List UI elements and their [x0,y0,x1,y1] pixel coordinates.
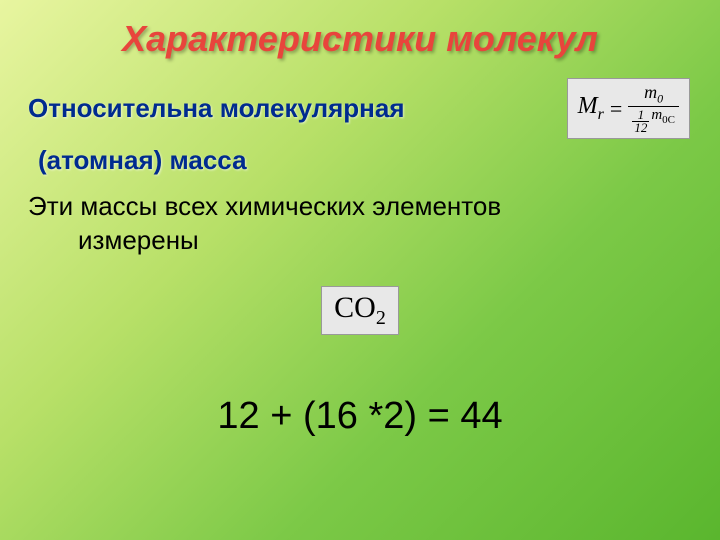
molecule-box: CO2 [321,286,399,335]
equation: 12 + (16 *2) = 44 [0,395,720,438]
formula-fraction: m0 1 12 m0C [628,83,679,134]
molecule-wrap: CO2 [0,286,720,335]
formula-eq: = [610,96,622,122]
subtitle-line2: (атомная) масса [0,145,720,176]
body-line1: Эти массы всех химических элементов [28,191,501,221]
fraction-numerator: m0 [640,83,667,106]
slide-title: Характеристики молекул [0,0,720,60]
subtitle-line1: Относительна молекулярная [28,93,405,124]
fraction-denominator: 1 12 m0C [628,106,679,135]
subtitle-row: Относительна молекулярная Mr = m0 1 12 m… [0,78,720,139]
formula-box: Mr = m0 1 12 m0C [567,78,690,139]
formula-lhs: Mr [578,93,604,124]
body-line2: измерены [28,224,720,258]
body-text: Эти массы всех химических элементов изме… [0,190,720,258]
